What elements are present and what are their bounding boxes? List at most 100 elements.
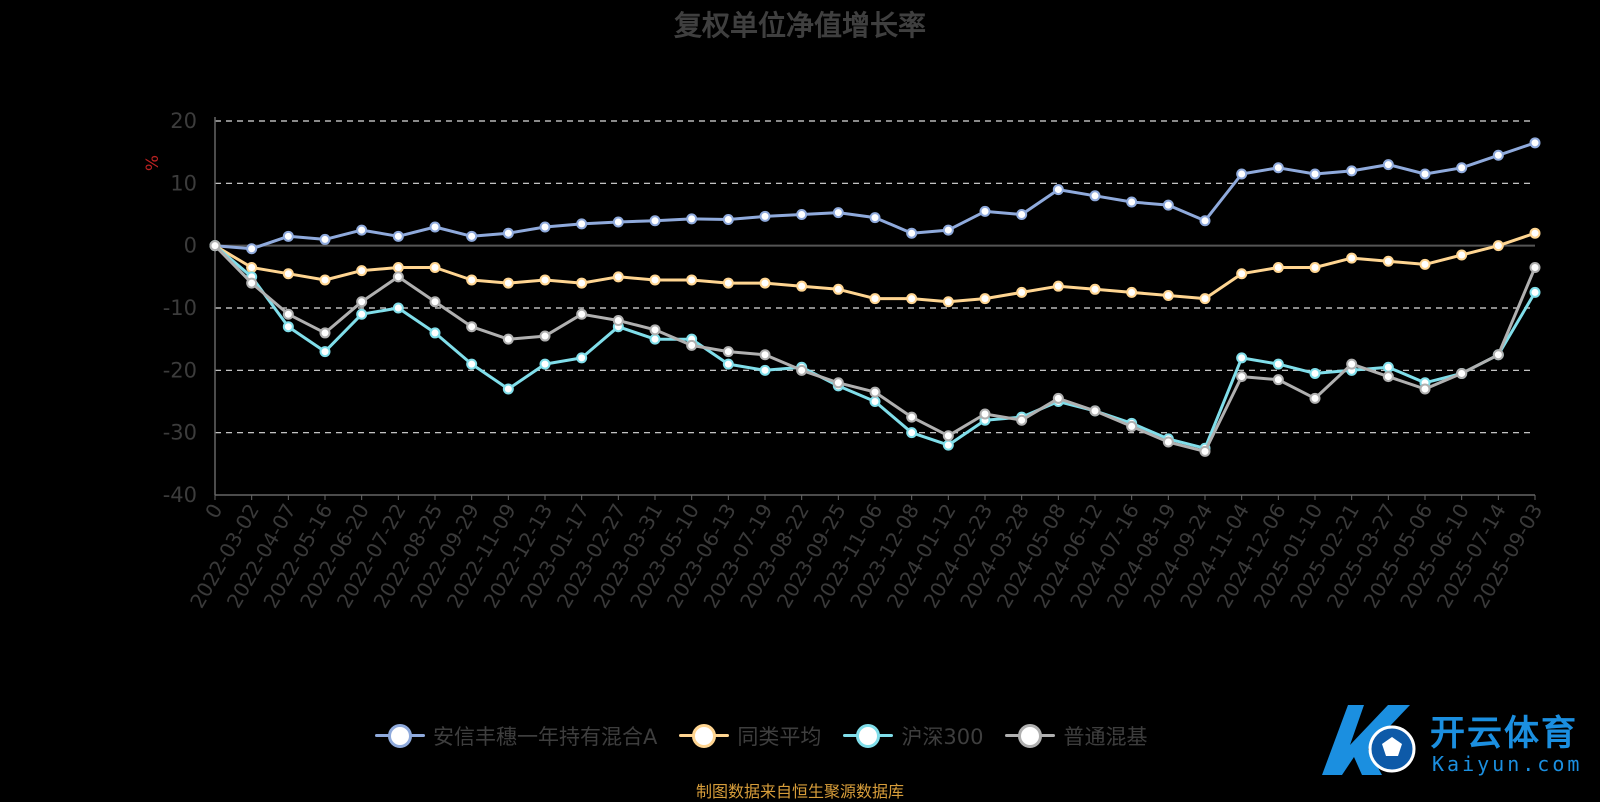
series-point-3 [759, 364, 771, 376]
y-tick-label: -10 [163, 296, 197, 320]
series-point-1 [1529, 137, 1541, 149]
series-point-1 [282, 230, 294, 242]
legend-marker [843, 723, 894, 749]
series-point-4 [869, 386, 881, 398]
series-point-4 [392, 271, 404, 283]
legend-item-3[interactable]: 沪深300 [843, 721, 983, 751]
series-point-2 [686, 274, 698, 286]
series-point-4 [356, 296, 368, 308]
series-point-3 [392, 302, 404, 314]
series-point-2 [576, 277, 588, 289]
series-line-2 [214, 231, 1536, 304]
series-point-4 [942, 430, 954, 442]
series-point-1 [942, 224, 954, 236]
series-point-2 [429, 261, 441, 273]
legend-item-1[interactable]: 安信丰穗一年持有混合A [375, 721, 657, 751]
series-point-2 [1382, 255, 1394, 267]
series-point-2 [979, 293, 991, 305]
series-point-4 [1419, 383, 1431, 395]
series-point-2 [466, 274, 478, 286]
y-axis-label: % [143, 155, 163, 171]
series-point-3 [1382, 361, 1394, 373]
series-point-3 [1529, 286, 1541, 298]
series-point-2 [869, 293, 881, 305]
series-point-3 [649, 333, 661, 345]
series-point-1 [649, 215, 661, 227]
series-point-3 [539, 358, 551, 370]
series-point-4 [1272, 374, 1284, 386]
series-point-4 [1199, 445, 1211, 457]
x-tick-label: 0 [200, 500, 227, 523]
series-point-3 [869, 396, 881, 407]
series-point-4 [649, 324, 661, 336]
series-point-1 [429, 221, 441, 233]
series-point-4 [759, 349, 771, 361]
series-point-3 [942, 439, 954, 451]
series-line-3 [214, 244, 1537, 450]
series-point-2 [392, 261, 404, 273]
brand-name: 开云体育 [1430, 714, 1579, 754]
series-point-4 [1382, 371, 1394, 383]
series-line-1 [214, 141, 1536, 251]
series-point-4 [722, 346, 734, 358]
series-point-3 [502, 383, 514, 395]
series-point-2 [539, 274, 551, 286]
series-point-2 [942, 296, 954, 308]
series-point-2 [356, 265, 368, 277]
series-point-1 [979, 205, 991, 217]
series-point-3 [466, 358, 478, 370]
series-point-1 [1309, 168, 1321, 180]
series-point-2 [502, 277, 514, 289]
series-point-1 [1016, 209, 1028, 220]
series-point-3 [576, 352, 588, 364]
series-point-2 [1126, 286, 1138, 298]
series-point-1 [1236, 168, 1248, 180]
series-point-2 [759, 277, 771, 289]
series-point-1 [1272, 162, 1284, 174]
series-point-4 [1052, 392, 1064, 404]
series-point-1 [796, 209, 808, 220]
legend-label: 同类平均 [737, 725, 822, 749]
series-point-1 [1492, 149, 1504, 161]
series-point-1 [612, 216, 624, 228]
legend-item-2[interactable]: 同类平均 [679, 721, 821, 751]
y-tick-label: -30 [163, 421, 197, 445]
series-point-2 [1492, 240, 1504, 252]
series-point-2 [1089, 283, 1101, 295]
series-point-4 [319, 327, 331, 339]
y-tick-label: -20 [163, 358, 197, 382]
series-point-2 [246, 261, 258, 273]
series-point-2 [1236, 268, 1248, 280]
y-tick-label: 20 [170, 109, 197, 133]
series-point-1 [1162, 199, 1174, 211]
chart-title: 复权单位净值增长率 [673, 9, 926, 42]
series-point-4 [576, 308, 588, 320]
series-point-4 [832, 377, 844, 389]
series-point-4 [1529, 261, 1541, 273]
series-point-1 [502, 227, 514, 239]
series-point-3 [1272, 358, 1284, 370]
legend-label: 普通混基 [1063, 725, 1148, 749]
series-point-4 [1236, 371, 1248, 383]
series-point-2 [1052, 280, 1064, 292]
series-point-2 [796, 280, 808, 292]
series-point-3 [319, 346, 331, 358]
series-point-2 [1529, 227, 1541, 239]
series-point-3 [356, 308, 368, 320]
series-point-4 [796, 364, 808, 376]
series-point-3 [722, 358, 734, 370]
series-point-2 [1456, 249, 1468, 261]
legend-item-4[interactable]: 普通混基 [1005, 721, 1147, 751]
series-point-4 [246, 277, 258, 289]
legend-label: 沪深300 [901, 725, 984, 749]
series-point-4 [1162, 436, 1174, 448]
series-point-3 [906, 427, 918, 439]
series-point-4 [209, 240, 221, 252]
legend-marker [375, 723, 425, 749]
series-point-1 [686, 213, 698, 225]
series-point-2 [1419, 258, 1431, 270]
series-point-2 [282, 268, 294, 280]
series-point-4 [612, 314, 624, 326]
series-point-3 [282, 321, 294, 333]
series-point-1 [906, 227, 918, 239]
